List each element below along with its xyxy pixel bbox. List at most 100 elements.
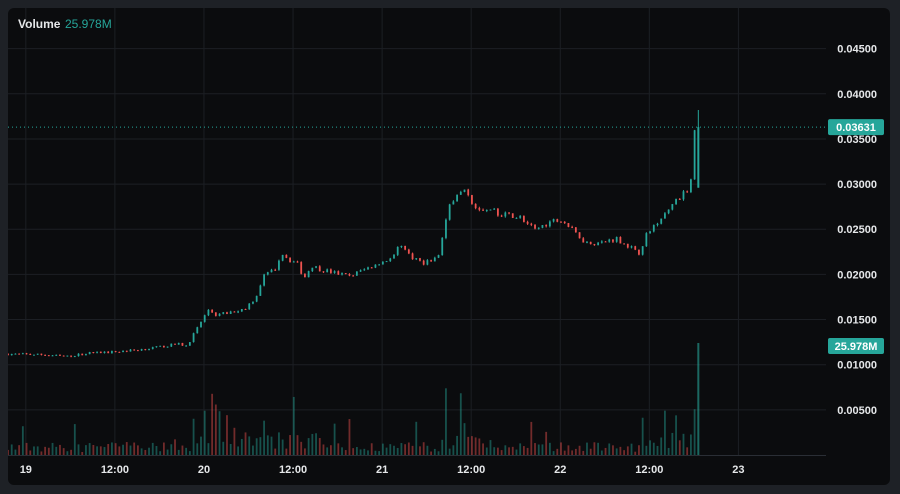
volume-bar (396, 447, 399, 455)
volume-bar (240, 438, 243, 455)
chart-panel[interactable]: Volume 25.978M 0.03631 25.978M 0.04500 0.0… (8, 8, 890, 485)
candle-body (348, 274, 351, 276)
volume-bar (578, 445, 581, 455)
volume-bar (311, 433, 314, 455)
candle-body (129, 349, 132, 352)
candle-body (10, 353, 13, 356)
volume-bar (307, 438, 310, 455)
volume-bar (92, 445, 95, 455)
candle-body (263, 274, 265, 286)
price-tick-label: 0.04000 (837, 89, 877, 101)
candle-body (604, 241, 607, 243)
price-tick-label: 0.01500 (837, 315, 877, 327)
volume-bar (556, 448, 559, 455)
candle-body (571, 226, 574, 228)
candle-body (441, 237, 444, 256)
volume-bar (630, 443, 633, 455)
volume-bar (51, 442, 54, 455)
volume-bar (162, 442, 165, 455)
time-tick-label: 12:00 (101, 464, 129, 476)
volume-bar (370, 443, 373, 455)
volume-bar (177, 449, 180, 455)
candle-body (370, 267, 373, 269)
candle-body (407, 249, 410, 254)
candle-body (107, 351, 110, 354)
candle-body (137, 350, 139, 352)
volume-bar (73, 424, 76, 455)
candle-body (437, 255, 440, 258)
volume-bar (582, 450, 585, 455)
volume-bar (159, 451, 162, 455)
candle-body (155, 346, 158, 348)
volume-bar (318, 438, 321, 455)
volume-bar (85, 445, 87, 455)
volume-bar (140, 448, 143, 455)
candle-body (266, 272, 269, 275)
candle-body (185, 345, 188, 347)
volume-bar (474, 437, 477, 455)
candle-body (181, 342, 184, 346)
volume-bar (448, 448, 451, 455)
volume-bar (352, 448, 355, 455)
candle-body (66, 355, 69, 357)
volume-bar (534, 443, 536, 455)
volume-bar (281, 439, 284, 455)
candle-body (493, 208, 496, 210)
time-tick-label: 20 (198, 464, 210, 476)
volume-bar (252, 445, 254, 455)
volume-bar (62, 448, 65, 455)
volume-bar (322, 444, 325, 455)
candle-body (214, 312, 217, 316)
candle-body (419, 258, 421, 261)
candle-body (218, 313, 221, 316)
candle-body (678, 198, 681, 200)
time-tick-label: 21 (376, 464, 388, 476)
volume-bar (411, 445, 414, 455)
volume-bar (14, 449, 17, 455)
candle-body (240, 308, 243, 312)
volume-bar (118, 446, 121, 455)
volume-bar (174, 439, 176, 455)
candle-body (125, 350, 128, 352)
candle-body (333, 271, 336, 273)
candle-body (686, 191, 689, 193)
candle-body (99, 351, 102, 354)
candle-body (359, 270, 362, 272)
volume-bar (233, 427, 236, 455)
volume-bar (463, 423, 466, 455)
candle-body (344, 273, 347, 275)
volume-bar (671, 432, 674, 455)
candle-body (274, 269, 277, 271)
volume-bar (59, 444, 61, 455)
volume-bar (248, 436, 251, 455)
volume-bar (144, 449, 147, 455)
candle-body (463, 189, 466, 192)
candle-body (233, 311, 236, 313)
candle-body (300, 262, 303, 274)
volume-bar (125, 442, 128, 455)
price-tick-label: 0.00500 (837, 405, 877, 417)
volume-bar (415, 421, 418, 455)
volume-bar (574, 448, 577, 455)
volume-bar (270, 436, 273, 455)
candle-body (103, 351, 106, 354)
volume-bar (55, 446, 58, 455)
volume-bar (608, 443, 611, 455)
volume-bar (489, 440, 492, 455)
volume-bar (638, 445, 640, 455)
candle-body (664, 213, 666, 219)
price-tick-label: 0.02000 (837, 269, 877, 281)
volume-bar (129, 445, 132, 455)
candle-body (29, 354, 32, 356)
volume-bar (374, 450, 377, 455)
volume-bar (619, 446, 622, 455)
volume-bar (560, 442, 562, 455)
volume-bar (285, 448, 288, 455)
candle-body (363, 269, 366, 271)
volume-bar (652, 442, 655, 455)
candle-body (522, 216, 525, 222)
candle-body (619, 237, 622, 244)
volume-bar (263, 420, 265, 455)
volume-bar (137, 445, 139, 455)
